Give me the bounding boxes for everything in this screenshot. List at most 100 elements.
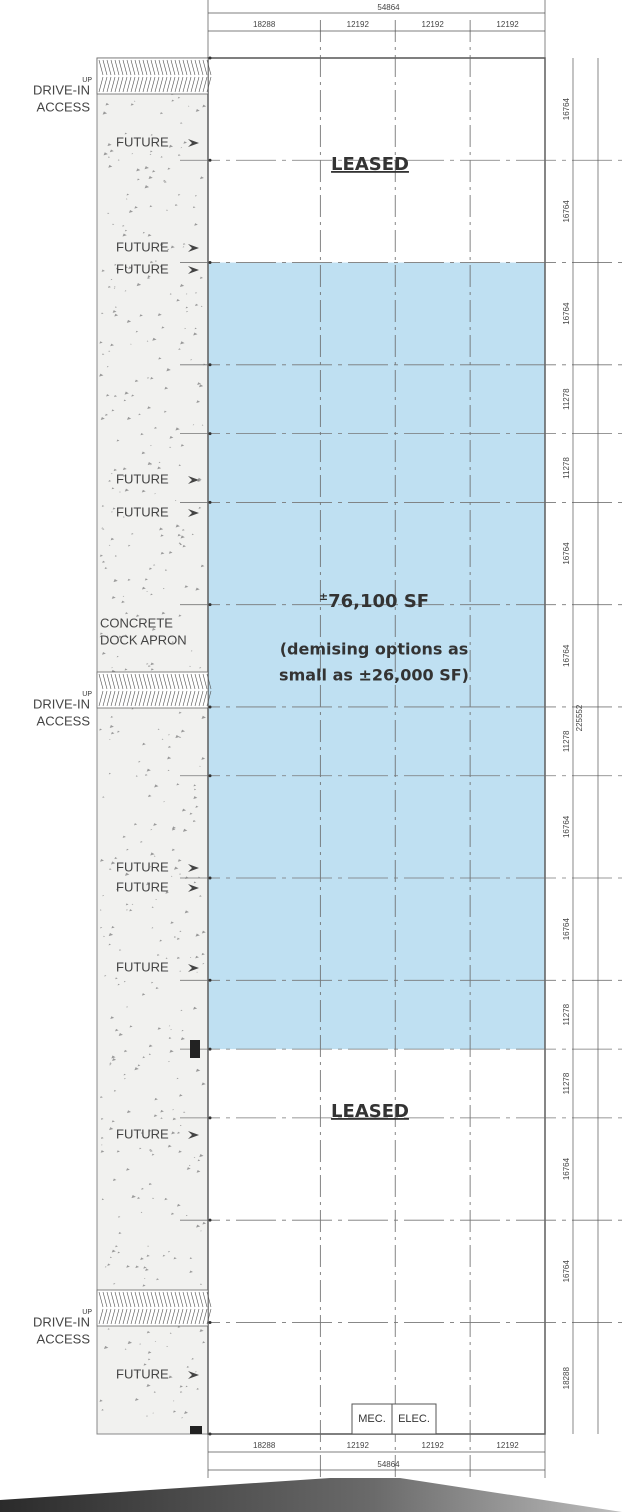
speckle — [124, 132, 128, 135]
ramp-hatch — [126, 673, 132, 690]
speckle — [156, 1278, 160, 1281]
dim-bay: 18288 — [253, 1441, 276, 1450]
dim-segment: 16764 — [562, 815, 571, 838]
dim-segment: 16764 — [562, 1260, 571, 1283]
column — [208, 1116, 212, 1120]
speckle — [193, 1156, 196, 1158]
speckle — [181, 808, 187, 812]
speckle — [174, 866, 179, 870]
speckle — [108, 932, 114, 937]
speckle — [168, 734, 170, 736]
speckle — [113, 468, 117, 472]
speckle — [182, 828, 188, 832]
speckle — [155, 898, 158, 901]
speckle — [163, 801, 165, 803]
future-door: FUTURE — [116, 859, 169, 874]
speckle — [115, 267, 119, 270]
speckle — [99, 728, 103, 731]
room-label: MEC. — [358, 1413, 386, 1425]
speckle — [177, 533, 182, 537]
speckle — [141, 993, 146, 996]
speckle — [170, 1029, 172, 1031]
speckle — [198, 876, 200, 878]
speckle — [191, 533, 194, 536]
door-arrow — [188, 509, 199, 517]
speckle — [165, 891, 169, 894]
demising-note: (demising options as — [280, 640, 469, 659]
speckle — [186, 1366, 190, 1368]
speckle — [179, 283, 185, 288]
speckle — [199, 765, 201, 767]
speckle — [154, 426, 158, 429]
future-door: FUTURE — [116, 504, 169, 519]
ramp-hatch — [174, 673, 180, 690]
speckle — [140, 1132, 143, 1134]
speckle — [164, 386, 169, 390]
speckle — [171, 1131, 176, 1135]
ramp-hatch — [190, 59, 196, 76]
speckle — [122, 233, 127, 237]
speckle — [140, 1211, 143, 1213]
speckle — [110, 343, 115, 347]
speckle — [134, 379, 139, 383]
speckle — [114, 555, 118, 557]
speckle — [148, 794, 152, 798]
ramp — [96, 671, 209, 709]
speckle — [103, 935, 106, 938]
speckle — [171, 1212, 175, 1215]
speckle — [168, 1025, 171, 1027]
speckle — [193, 881, 197, 884]
speckle — [150, 593, 153, 596]
column — [208, 363, 212, 367]
speckle — [128, 266, 133, 270]
column — [208, 978, 212, 982]
speckle — [185, 293, 188, 295]
speckle — [160, 534, 164, 537]
ramp-hatch — [194, 76, 200, 93]
ramp-hatch — [158, 1291, 164, 1308]
door-arrow — [188, 864, 199, 872]
speckle — [103, 1345, 109, 1349]
speckle — [131, 903, 134, 905]
speckle — [149, 260, 154, 264]
column — [208, 876, 212, 880]
speckle — [191, 1357, 195, 1360]
dim-segment: 16764 — [562, 97, 571, 120]
speckle — [152, 1412, 155, 1414]
speckle — [153, 1391, 157, 1393]
speckle — [100, 1150, 105, 1153]
ramp-hatch — [134, 59, 140, 76]
speckle — [122, 467, 127, 471]
speckle — [146, 1415, 149, 1417]
speckle — [199, 276, 203, 279]
speckle — [179, 1124, 182, 1127]
speckle — [166, 368, 171, 372]
speckle — [129, 1025, 133, 1028]
speckle — [119, 949, 122, 951]
speckle — [143, 1266, 147, 1269]
ramp-hatch — [106, 59, 112, 76]
speckle — [119, 626, 122, 628]
speckle — [180, 122, 183, 124]
ramp-hatch — [142, 1308, 148, 1325]
speckle — [108, 544, 111, 546]
ramp-hatch — [106, 690, 112, 707]
speckle — [160, 1117, 163, 1120]
speckle — [148, 567, 153, 570]
speckle — [105, 413, 108, 416]
speckle — [164, 180, 167, 183]
ramp-hatch — [122, 1308, 128, 1325]
speckle — [160, 112, 164, 115]
speckle — [200, 1283, 203, 1285]
ramp-hatch — [114, 76, 120, 93]
leased-label: LEASED — [331, 154, 409, 175]
speckle — [124, 1049, 128, 1053]
speckle — [150, 134, 153, 136]
speckle — [175, 427, 180, 431]
speckle — [109, 725, 114, 728]
speckle — [175, 735, 180, 739]
speckle — [159, 265, 163, 268]
ramp-hatch — [186, 76, 192, 93]
speckle — [143, 1363, 147, 1366]
speckle — [178, 542, 182, 545]
